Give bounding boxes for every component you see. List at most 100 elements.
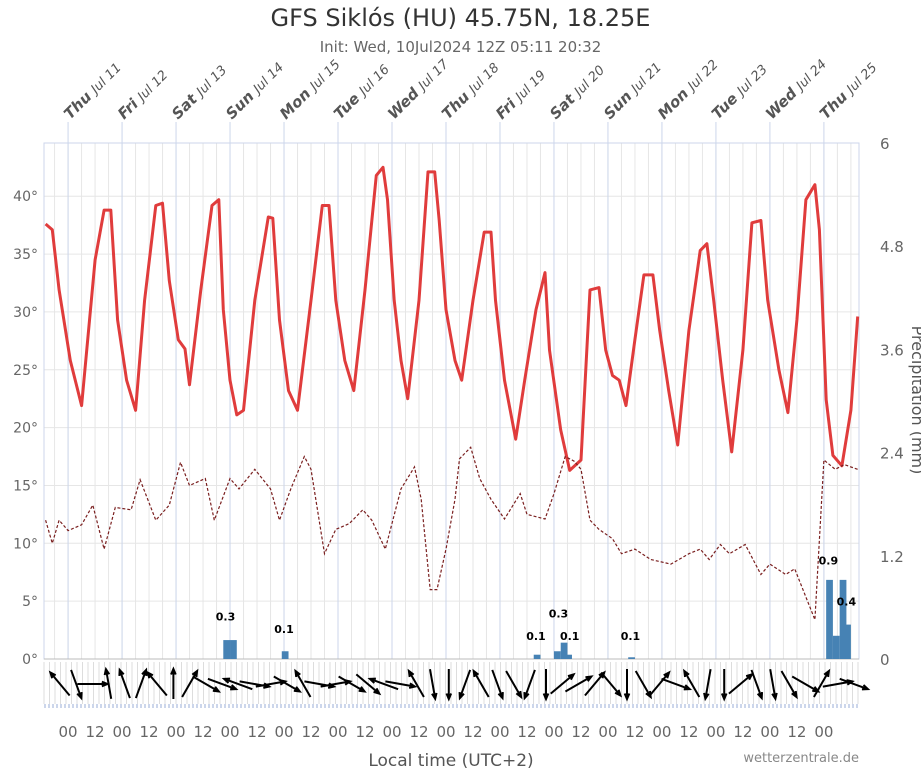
wind-arrow-icon [134, 667, 148, 699]
precip-data-label: 0.9 [819, 554, 839, 567]
wind-arrow-icon [523, 669, 536, 701]
precip-bar [553, 651, 561, 659]
y2-tick-label: 0 [880, 651, 890, 669]
dewpoint-line [45, 446, 858, 620]
wind-arrow-icon [170, 666, 177, 699]
precip-bar [230, 640, 237, 659]
precip-bar [826, 579, 833, 659]
x-tick-label: 00 [706, 723, 725, 741]
x-tick-label: 12 [571, 723, 590, 741]
wind-arrow-icon [839, 677, 871, 691]
wind-arrow-icon [429, 669, 438, 702]
wind-arrow-icon [472, 668, 490, 698]
wind-arrow-icon [550, 672, 576, 695]
precip-data-label: 0.1 [274, 623, 294, 636]
x-tick-label: 12 [517, 723, 536, 741]
y-tick-label: 15° [13, 478, 38, 494]
day-label: Sun Jul 14 [222, 58, 287, 123]
precip-bar [832, 635, 840, 659]
y2-tick-label: 3.6 [880, 341, 904, 359]
precip-bar [223, 640, 231, 659]
wind-arrow-icon [367, 677, 399, 691]
wind-arrow-icon [458, 669, 472, 701]
wind-arrow-icon [273, 675, 303, 693]
chart-subtitle: Init: Wed, 10Jul2024 12Z 05:11 20:32 [319, 38, 602, 56]
day-label: Sat Jul 13 [168, 61, 230, 123]
wind-arrow-icon [703, 669, 712, 702]
x-tick-label: 12 [301, 723, 320, 741]
x-tick-label: 00 [113, 723, 132, 741]
y2-axis-title: Precipitation (mm) [908, 326, 921, 475]
wind-arrow-icon [661, 677, 693, 691]
x-tick-label: 00 [814, 723, 833, 741]
precip-bar [281, 651, 289, 659]
day-label: Fri Jul 19 [492, 66, 549, 123]
wind-arrow-icon [118, 667, 131, 699]
day-label: Sun Jul 21 [600, 58, 665, 123]
y-tick-label: 0° [22, 652, 38, 668]
y-tick-label: 40° [13, 189, 38, 205]
precip-data-label: 0.3 [216, 610, 236, 623]
wind-arrow-icon [750, 669, 764, 701]
y-tick-label: 25° [13, 363, 38, 379]
day-label: Fri Jul 12 [114, 66, 171, 123]
wind-arrow-icon [445, 669, 453, 702]
wind-arrow-icon [728, 672, 754, 695]
precip-bars [223, 579, 851, 659]
x-tick-label: 00 [166, 723, 185, 741]
x-tick-label: 00 [436, 723, 455, 741]
wind-arrow-icon [542, 669, 550, 702]
x-tick-label: 12 [247, 723, 266, 741]
y-tick-label: 20° [13, 421, 38, 437]
precip-bar [839, 579, 847, 659]
x-tick-label: 12 [463, 723, 482, 741]
wind-arrow-icon [48, 670, 71, 697]
precip-data-label: 0.4 [837, 596, 857, 609]
wind-arrow-icon [769, 669, 778, 702]
x-tick-label: 12 [193, 723, 212, 741]
chart-title: GFS Siklós (HU) 45.75N, 18.25E [270, 4, 651, 32]
wind-arrow-icon [385, 680, 418, 689]
wind-arrow-icon [634, 670, 652, 700]
wind-arrow-icon [623, 669, 631, 702]
wind-arrow-icon [207, 677, 239, 691]
series-lines [44, 165, 860, 620]
x-tick-label: 00 [59, 723, 78, 741]
precip-data-label: 0.1 [621, 630, 641, 643]
y2-tick-label: 1.2 [880, 548, 904, 566]
x-tick-label: 00 [598, 723, 617, 741]
x-tick-label: 12 [733, 723, 752, 741]
wind-arrow-icon [338, 675, 367, 693]
wind-arrow-icon [103, 666, 113, 699]
wind-arrow-icon [145, 670, 168, 697]
precip-bar [560, 642, 568, 659]
x-tick-label: 00 [328, 723, 347, 741]
wind-arrow-icon [813, 668, 831, 698]
x-tick-label: 12 [140, 723, 159, 741]
wind-arrow-icon [355, 673, 382, 696]
day-label: Thu Jul 11 [60, 58, 124, 122]
x-tick-label: 12 [787, 723, 806, 741]
wind-arrow-icon [780, 670, 798, 700]
x-tick-label: 00 [652, 723, 671, 741]
wind-arrow-icon [77, 680, 110, 688]
y-tick-label: 10° [13, 536, 38, 552]
wind-arrow-icon [407, 668, 425, 698]
x-tick-label: 00 [490, 723, 509, 741]
x-tick-label: 12 [625, 723, 644, 741]
wind-arrow-icon [683, 668, 701, 698]
precip-data-label: 0.1 [526, 630, 546, 643]
wind-arrow-icon [221, 677, 253, 691]
wind-arrow-icon [600, 671, 623, 698]
y-tick-label: 30° [13, 305, 38, 321]
precip-data-label: 0.1 [560, 630, 580, 643]
precip-bar [844, 624, 851, 659]
wind-arrow-icon [648, 670, 671, 697]
wind-arrow-icon [294, 668, 312, 698]
x-tick-label: 00 [544, 723, 563, 741]
wind-arrow-icon [70, 669, 83, 701]
y2-tick-label: 4.8 [880, 238, 904, 256]
wind-arrow-icon [505, 670, 523, 700]
y2-tick-label: 6 [880, 135, 890, 153]
